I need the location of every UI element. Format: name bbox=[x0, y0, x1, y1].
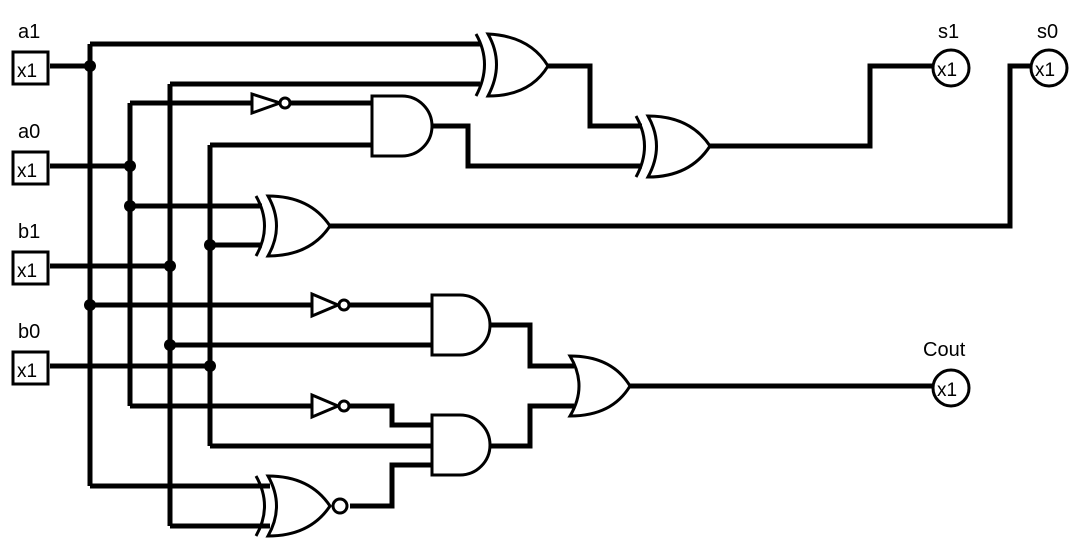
junction-dot bbox=[204, 239, 216, 251]
output-s0: s0 x1 bbox=[1029, 21, 1069, 88]
input-label: a0 bbox=[18, 121, 40, 143]
output-label: Cout bbox=[923, 339, 966, 361]
output-value: x1 bbox=[1035, 60, 1055, 81]
xnor-gate bbox=[254, 474, 349, 538]
xor-gate-1 bbox=[474, 32, 550, 98]
junctions bbox=[84, 60, 216, 372]
input-b0[interactable]: b0 x1 bbox=[11, 321, 50, 386]
wire-and2-to-or bbox=[490, 322, 574, 369]
output-lamp bbox=[1029, 48, 1069, 88]
input-box[interactable] bbox=[11, 50, 50, 86]
wire-xor2-to-s1 bbox=[710, 63, 933, 149]
input-a1[interactable]: a1 x1 bbox=[11, 21, 50, 86]
junction-dot bbox=[84, 299, 96, 311]
wire-and1-to-xor2 bbox=[432, 123, 642, 169]
wire-not3-to-and3 bbox=[350, 403, 432, 428]
or-gate bbox=[567, 354, 632, 418]
output-cout: Cout x1 bbox=[923, 339, 971, 408]
junction-dot bbox=[84, 60, 96, 72]
output-value: x1 bbox=[937, 60, 957, 81]
input-box[interactable] bbox=[11, 150, 50, 186]
junction-dot bbox=[164, 260, 176, 272]
junction-dot bbox=[164, 339, 176, 351]
junction-dot bbox=[204, 360, 216, 372]
input-box[interactable] bbox=[11, 250, 50, 286]
wire-xnor-to-and3 bbox=[350, 462, 432, 509]
output-value: x1 bbox=[937, 380, 957, 401]
output-lamp bbox=[931, 368, 971, 408]
junction-dot bbox=[124, 200, 136, 212]
output-lamp bbox=[931, 48, 971, 88]
wire-xor3-to-s0 bbox=[330, 63, 1031, 229]
wire-xor1-to-xor2 bbox=[548, 63, 642, 129]
input-a0[interactable]: a0 x1 bbox=[11, 121, 50, 186]
wire-and3-to-or bbox=[490, 403, 574, 449]
output-label: s1 bbox=[938, 21, 959, 43]
and-gate-3 bbox=[430, 413, 492, 477]
xor-gate-2 bbox=[634, 114, 712, 179]
and-gate-1 bbox=[370, 94, 434, 158]
input-value: x1 bbox=[17, 161, 37, 182]
not-gate-3 bbox=[310, 392, 351, 420]
junction-dot bbox=[124, 160, 136, 172]
input-label: b0 bbox=[18, 321, 40, 343]
input-value: x1 bbox=[17, 261, 37, 282]
output-label: s0 bbox=[1037, 21, 1058, 43]
input-value: x1 bbox=[17, 61, 37, 82]
input-b1[interactable]: b1 x1 bbox=[11, 221, 50, 286]
input-box[interactable] bbox=[11, 350, 50, 386]
xor-gate-3 bbox=[254, 194, 332, 258]
output-s1: s1 x1 bbox=[931, 21, 971, 88]
not-gate-2 bbox=[310, 291, 351, 319]
input-value: x1 bbox=[17, 361, 37, 382]
and-gate-2 bbox=[430, 293, 492, 357]
input-label: b1 bbox=[18, 221, 40, 243]
input-label: a1 bbox=[18, 21, 40, 43]
wires bbox=[50, 41, 1031, 529]
not-gate-1 bbox=[250, 91, 292, 116]
